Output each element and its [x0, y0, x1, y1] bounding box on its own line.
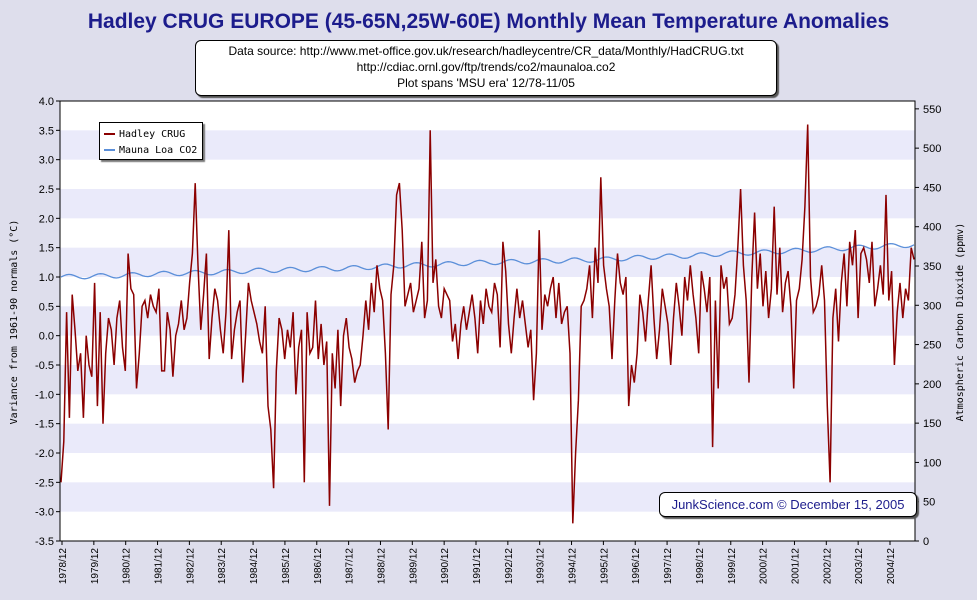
x-tick-label: 2003/12: [854, 548, 865, 585]
legend-entry-temperature: Hadley CRUG: [104, 126, 198, 142]
legend-swatch-temperature: [104, 133, 115, 135]
right-tick-label: 350: [923, 261, 941, 273]
x-tick-label: 1997/12: [663, 548, 674, 585]
right-axis-label: Atmospheric Carbon Dioxide (ppmv): [955, 223, 966, 422]
x-tick-label: 1989/12: [408, 548, 419, 585]
left-tick-label: 1.5: [39, 243, 54, 255]
x-tick-label: 2001/12: [790, 548, 801, 585]
legend-label-co2: Mauna Loa CO2: [119, 144, 198, 156]
right-tick-label: 400: [923, 222, 941, 234]
source-line-1: Data source: http://www.met-office.gov.u…: [228, 44, 744, 58]
x-tick-label: 2004/12: [886, 548, 897, 585]
left-tick-label: -2.5: [35, 477, 54, 489]
x-tick-label: 1980/12: [122, 548, 133, 585]
x-tick-label: 1979/12: [90, 548, 101, 585]
x-tick-label: 1986/12: [313, 548, 324, 585]
right-tick-label: 100: [923, 457, 941, 469]
x-tick-label: 1991/12: [472, 548, 483, 585]
legend: Hadley CRUG Mauna Loa CO2: [99, 122, 203, 160]
chart-title: Hadley CRUG EUROPE (45-65N,25W-60E) Mont…: [87, 10, 890, 33]
x-tick-label: 1983/12: [217, 548, 228, 585]
left-tick-label: -3.0: [35, 507, 54, 519]
left-tick-label: 2.5: [39, 184, 54, 196]
grid-band: [60, 423, 915, 453]
x-tick-label: 1990/12: [440, 548, 451, 585]
x-tick-label: 1988/12: [376, 548, 387, 585]
left-tick-label: 1.0: [39, 272, 54, 284]
x-tick-label: 1994/12: [568, 548, 579, 585]
temperature-series-line: [60, 124, 915, 524]
left-tick-label: 4.0: [39, 96, 54, 108]
x-tick-label: 1998/12: [695, 548, 706, 585]
x-tick-label: 1993/12: [536, 548, 547, 585]
right-tick-label: 500: [923, 143, 941, 155]
left-tick-label: -1.0: [35, 389, 54, 401]
right-tick-label: 300: [923, 300, 941, 312]
left-tick-label: -3.5: [35, 536, 54, 548]
left-tick-label: -0.5: [35, 360, 54, 372]
x-tick-label: 1992/12: [504, 548, 515, 585]
left-tick-label: 3.5: [39, 125, 54, 137]
left-tick-label: -2.0: [35, 448, 54, 460]
left-tick-label: 2.0: [39, 213, 54, 225]
x-tick-label: 1982/12: [185, 548, 196, 585]
right-tick-label: 150: [923, 418, 941, 430]
plot-frame: [59, 100, 916, 542]
credit-box: JunkScience.com © December 15, 2005: [659, 492, 917, 517]
left-tick-label: 0.0: [39, 331, 54, 343]
left-axis-label: Variance from 1961-90 normals (°C): [9, 220, 20, 425]
co2-series-line: [60, 242, 915, 280]
grid-band: [60, 306, 915, 336]
data-source-box: Data source: http://www.met-office.gov.u…: [195, 40, 777, 96]
right-tick-label: 250: [923, 340, 941, 352]
x-tick-label: 1978/12: [58, 548, 69, 585]
left-axis-ticks: -3.5 -3.0 -2.5 -2.0 -1.5 -1.0 -0.5 0.0 0.5 1.0 1.5…: [35, 96, 60, 548]
right-tick-label: 450: [923, 182, 941, 194]
x-tick-label: 2000/12: [759, 548, 770, 585]
x-tick-label: 2002/12: [822, 548, 833, 585]
legend-label-temperature: Hadley CRUG: [119, 128, 186, 140]
x-axis-ticks: 1978/12 1979/12 1980/12 1981/12 1982/12 1983/…: [58, 541, 897, 584]
legend-swatch-co2: [104, 149, 115, 151]
left-tick-label: 0.5: [39, 301, 54, 313]
right-tick-label: 0: [923, 536, 929, 548]
x-tick-label: 1996/12: [631, 548, 642, 585]
left-tick-label: 3.0: [39, 155, 54, 167]
left-tick-label: -1.5: [35, 419, 54, 431]
x-tick-label: 1987/12: [345, 548, 356, 585]
source-line-2: http://cdiac.ornl.gov/ftp/trends/co2/mau…: [356, 60, 616, 74]
legend-entry-co2: Mauna Loa CO2: [104, 142, 198, 158]
x-tick-label: 1999/12: [727, 548, 738, 585]
x-tick-label: 1985/12: [281, 548, 292, 585]
right-axis-ticks: 0 50 100 150 200 250 300 350 400 450 500 550: [915, 104, 941, 548]
right-tick-label: 200: [923, 379, 941, 391]
x-tick-label: 1995/12: [599, 548, 610, 585]
grid-band: [60, 365, 915, 395]
right-tick-label: 550: [923, 104, 941, 116]
x-tick-label: 1981/12: [154, 548, 165, 585]
source-line-3: Plot spans 'MSU era' 12/78-11/05: [397, 76, 575, 90]
right-tick-label: 50: [923, 497, 935, 509]
grid-band: [60, 189, 915, 219]
x-tick-label: 1984/12: [249, 548, 260, 585]
